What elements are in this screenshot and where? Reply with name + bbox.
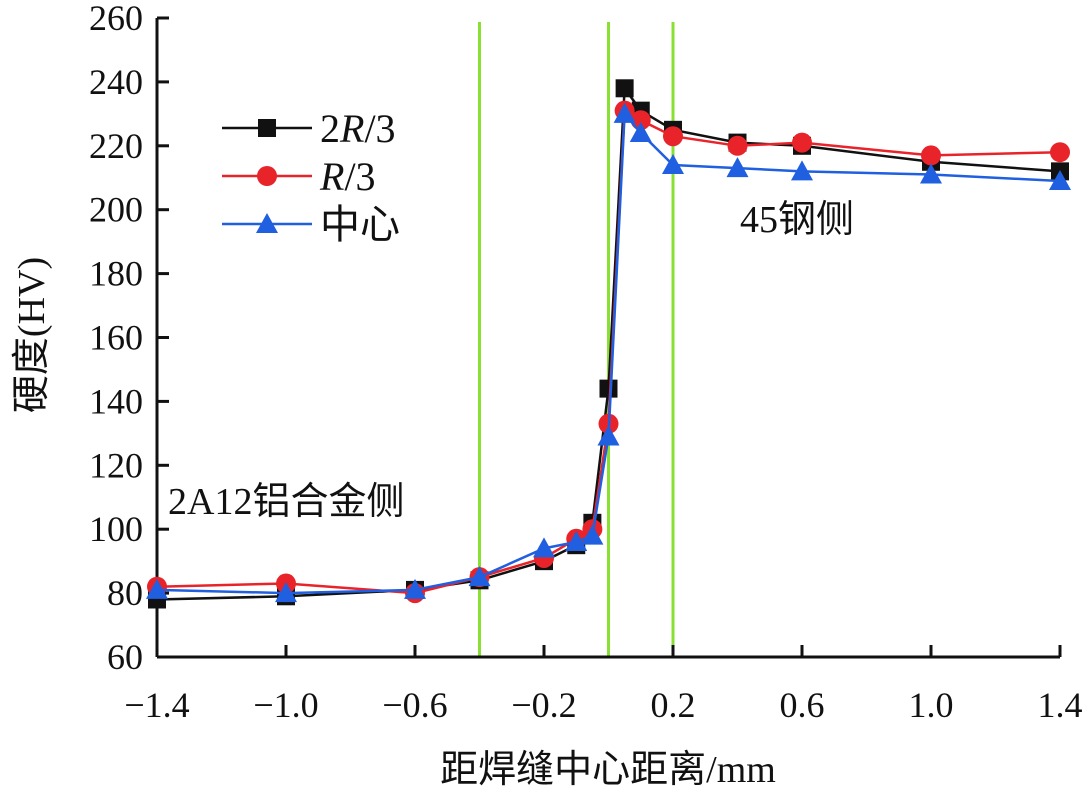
y-tick-label: 260 [89, 0, 143, 38]
series-2 [146, 102, 1071, 603]
data-point [275, 582, 297, 603]
x-tick-label: −0.2 [511, 685, 576, 725]
data-point [727, 135, 748, 156]
data-point [146, 578, 168, 599]
data-point [1049, 169, 1071, 190]
data-point [1050, 142, 1070, 163]
data-point [921, 145, 941, 166]
y-tick-label: 160 [89, 318, 143, 358]
y-tick-label: 60 [107, 637, 143, 677]
legend-entry-0: 2R/3 [222, 106, 396, 151]
x-tick-label: −0.6 [382, 685, 447, 725]
legend: 2R/3R/3中心 [222, 106, 400, 247]
data-point [581, 524, 604, 545]
y-tick-label: 80 [107, 573, 143, 613]
legend-marker [258, 119, 276, 137]
data-point [629, 122, 652, 143]
y-tick-label: 200 [89, 190, 143, 230]
annotation-steel-side: 45钢侧 [740, 199, 854, 241]
y-axis-label: 硬度(HV) [11, 257, 53, 413]
data-point [599, 379, 618, 398]
y-tick-label: 140 [89, 381, 143, 421]
y-ticks: 60 80 100 120 140 160 180 200 220 240 260 [89, 0, 169, 677]
y-tick-label: 120 [89, 445, 143, 485]
data-point [920, 163, 942, 184]
y-tick-label: 240 [89, 62, 143, 102]
data-point [404, 578, 426, 599]
x-tick-label: 0.2 [651, 685, 696, 725]
data-point [792, 132, 812, 153]
data-point [615, 79, 634, 98]
x-axis-label: 距焊缝中心距离/mm [440, 749, 776, 791]
legend-label: R/3 [319, 154, 376, 199]
data-point [726, 157, 749, 178]
data-point [663, 126, 683, 147]
data-point [597, 425, 620, 446]
legend-marker [257, 166, 277, 186]
y-tick-label: 100 [89, 509, 143, 549]
x-tick-label: 1.0 [909, 685, 954, 725]
legend-entry-1: R/3 [222, 154, 376, 199]
legend-entry-2: 中心 [222, 202, 400, 247]
data-point [533, 537, 555, 558]
legend-label: 2R/3 [320, 106, 396, 151]
data-point [565, 530, 588, 551]
x-tick-label: 1.4 [1038, 685, 1083, 725]
data-point [662, 153, 684, 174]
data-series [146, 79, 1071, 609]
x-tick-label: 0.6 [780, 685, 825, 725]
x-tick-label: −1.4 [124, 685, 189, 725]
legend-label: 中心 [320, 202, 400, 247]
data-point [791, 160, 813, 181]
annotation-aluminum-side: 2A12铝合金侧 [168, 481, 404, 523]
x-ticks: −1.4 −1.0 −0.6 −0.2 0.2 0.6 1.0 1.4 [124, 645, 1083, 725]
y-tick-label: 220 [89, 126, 143, 166]
legend-marker [256, 213, 278, 233]
x-tick-label: −1.0 [253, 685, 318, 725]
data-point [468, 566, 491, 587]
y-tick-label: 180 [89, 254, 143, 294]
data-point [613, 102, 636, 123]
